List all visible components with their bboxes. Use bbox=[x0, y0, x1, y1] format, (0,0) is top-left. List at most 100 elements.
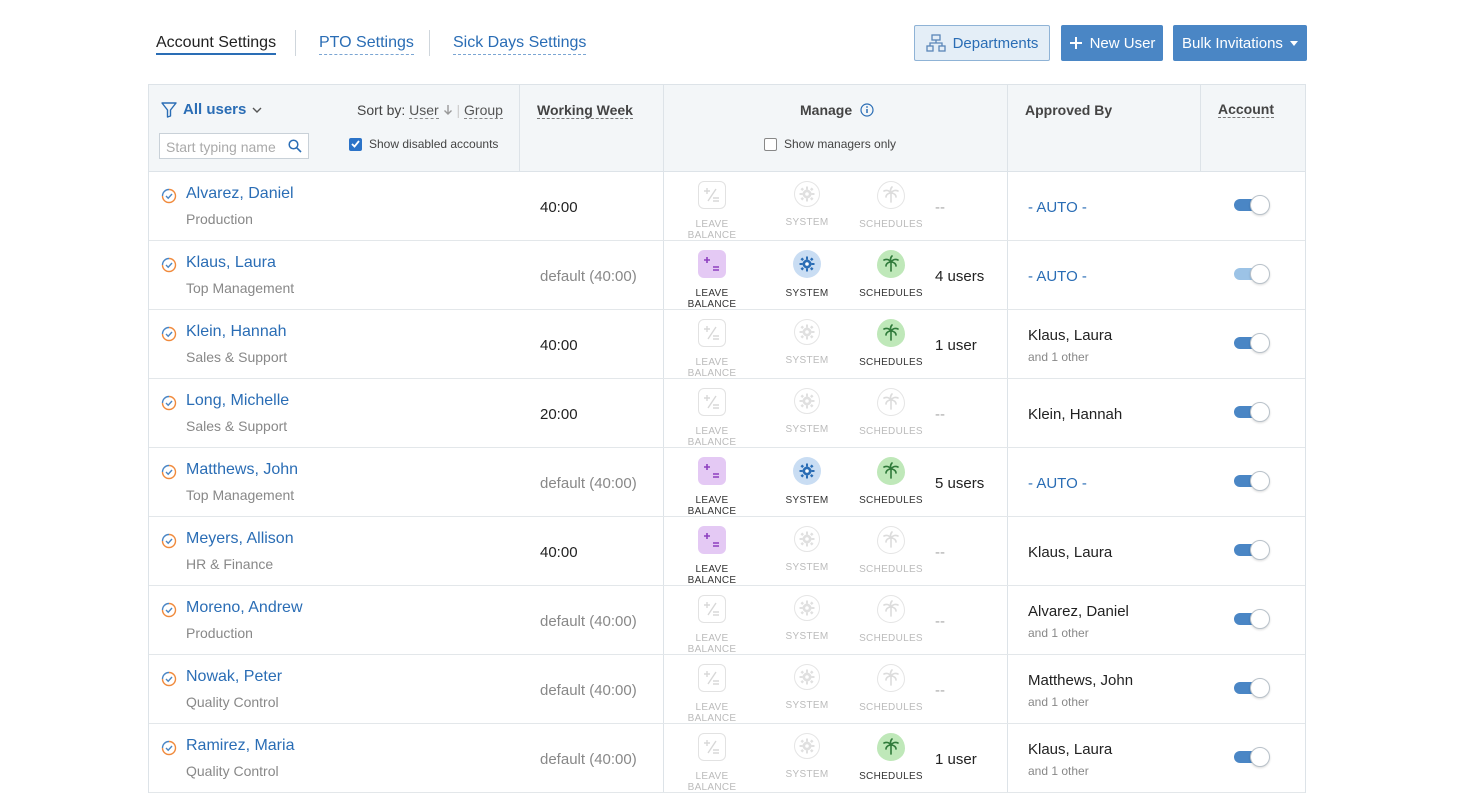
system-permission[interactable]: SYSTEM bbox=[765, 595, 849, 642]
tab-pto-settings[interactable]: PTO Settings bbox=[319, 33, 414, 55]
info-icon[interactable] bbox=[860, 103, 874, 117]
managed-users-count[interactable]: 5 users bbox=[935, 475, 985, 492]
account-toggle[interactable] bbox=[1234, 747, 1270, 767]
departments-button[interactable]: Departments bbox=[914, 25, 1050, 61]
leave-balance-permission[interactable]: LEAVE BALANCE bbox=[670, 181, 754, 241]
sort-by-user[interactable]: User bbox=[409, 102, 439, 119]
leave-balance-label: LEAVE BALANCE bbox=[687, 288, 737, 310]
show-managers-only[interactable]: Show managers only bbox=[764, 137, 896, 151]
approved-by-more[interactable]: and 1 other bbox=[1028, 350, 1089, 364]
approved-by-more[interactable]: and 1 other bbox=[1028, 764, 1089, 778]
approved-by-more[interactable]: and 1 other bbox=[1028, 695, 1089, 709]
user-name-link[interactable]: Moreno, Andrew bbox=[186, 599, 303, 616]
schedules-permission[interactable]: SCHEDULES bbox=[849, 664, 933, 713]
leave-balance-icon bbox=[698, 526, 726, 554]
system-permission[interactable]: SYSTEM bbox=[765, 457, 849, 506]
column-divider bbox=[663, 379, 664, 447]
approved-by-value[interactable]: Klein, Hannah bbox=[1028, 406, 1123, 423]
account-toggle[interactable] bbox=[1234, 471, 1270, 491]
schedules-permission[interactable]: SCHEDULES bbox=[849, 388, 933, 437]
manage-label: Manage bbox=[800, 102, 853, 118]
account-toggle[interactable] bbox=[1234, 402, 1270, 422]
working-week-value[interactable]: 20:00 bbox=[540, 406, 578, 423]
tab-divider bbox=[295, 30, 296, 56]
bulk-invitations-button[interactable]: Bulk Invitations bbox=[1173, 25, 1307, 61]
account-toggle[interactable] bbox=[1234, 678, 1270, 698]
tab-sick-days-settings[interactable]: Sick Days Settings bbox=[453, 33, 587, 55]
tab-account-settings[interactable]: Account Settings bbox=[156, 33, 277, 55]
leave-balance-permission[interactable]: LEAVE BALANCE bbox=[670, 457, 754, 517]
column-divider bbox=[663, 586, 664, 654]
account-toggle[interactable] bbox=[1234, 540, 1270, 560]
working-week-value[interactable]: 40:00 bbox=[540, 337, 578, 354]
leave-balance-permission[interactable]: LEAVE BALANCE bbox=[670, 319, 754, 379]
system-permission[interactable]: SYSTEM bbox=[765, 319, 849, 366]
user-name-link[interactable]: Meyers, Allison bbox=[186, 530, 294, 547]
schedules-permission[interactable]: SCHEDULES bbox=[849, 733, 933, 782]
user-name-link[interactable]: Nowak, Peter bbox=[186, 668, 283, 685]
search-input[interactable]: Start typing name bbox=[159, 133, 309, 159]
working-week-value[interactable]: default (40:00) bbox=[540, 268, 637, 285]
working-week-value[interactable]: 40:00 bbox=[540, 199, 578, 216]
account-toggle[interactable] bbox=[1234, 195, 1270, 215]
table-row: Ramirez, Maria Quality Control default (40… bbox=[149, 724, 1305, 793]
leave-balance-permission[interactable]: LEAVE BALANCE bbox=[670, 664, 754, 724]
schedules-permission[interactable]: SCHEDULES bbox=[849, 595, 933, 644]
approved-by-value[interactable]: Alvarez, Daniel bbox=[1028, 603, 1129, 620]
tab-divider bbox=[429, 30, 430, 56]
system-permission[interactable]: SYSTEM bbox=[765, 526, 849, 573]
approved-by-value[interactable]: Klaus, Laura bbox=[1028, 544, 1113, 561]
approved-by-value[interactable]: - AUTO - bbox=[1028, 199, 1087, 216]
approved-by-value[interactable]: - AUTO - bbox=[1028, 475, 1087, 492]
user-name-link[interactable]: Ramirez, Maria bbox=[186, 737, 295, 754]
working-week-value[interactable]: default (40:00) bbox=[540, 682, 637, 699]
approved-by-value[interactable]: - AUTO - bbox=[1028, 268, 1087, 285]
user-name-link[interactable]: Matthews, John bbox=[186, 461, 299, 478]
working-week-value[interactable]: default (40:00) bbox=[540, 613, 637, 630]
user-name-link[interactable]: Alvarez, Daniel bbox=[186, 185, 294, 202]
schedules-permission[interactable]: SCHEDULES bbox=[849, 457, 933, 506]
working-week-value[interactable]: default (40:00) bbox=[540, 475, 637, 492]
show-disabled-checkbox[interactable] bbox=[349, 137, 362, 151]
leave-balance-permission[interactable]: LEAVE BALANCE bbox=[670, 733, 754, 793]
system-permission[interactable]: SYSTEM bbox=[765, 733, 849, 780]
schedules-permission[interactable]: SCHEDULES bbox=[849, 319, 933, 368]
approved-by-value[interactable]: Klaus, Laura bbox=[1028, 741, 1113, 758]
user-name-link[interactable]: Klein, Hannah bbox=[186, 323, 287, 340]
leave-balance-permission[interactable]: LEAVE BALANCE bbox=[670, 250, 754, 310]
approved-by-more[interactable]: and 1 other bbox=[1028, 626, 1089, 640]
account-toggle[interactable] bbox=[1234, 333, 1270, 353]
managed-users-count[interactable]: 4 users bbox=[935, 268, 985, 285]
managed-users-count: -- bbox=[935, 613, 945, 630]
approved-by-value[interactable]: Matthews, John bbox=[1028, 672, 1134, 689]
new-user-button[interactable]: New User bbox=[1061, 25, 1163, 61]
all-users-filter[interactable]: All users bbox=[161, 101, 262, 118]
user-name-link[interactable]: Long, Michelle bbox=[186, 392, 290, 409]
approved-by-value[interactable]: Klaus, Laura bbox=[1028, 327, 1113, 344]
system-permission[interactable]: SYSTEM bbox=[765, 388, 849, 435]
leave-balance-permission[interactable]: LEAVE BALANCE bbox=[670, 388, 754, 448]
working-week-header[interactable]: Working Week bbox=[537, 102, 633, 119]
account-header[interactable]: Account bbox=[1218, 101, 1274, 118]
toggle-knob bbox=[1250, 747, 1270, 767]
show-disabled-accounts[interactable]: Show disabled accounts bbox=[349, 137, 498, 151]
system-permission[interactable]: SYSTEM bbox=[765, 664, 849, 711]
search-icon[interactable] bbox=[288, 139, 302, 153]
leave-balance-permission[interactable]: LEAVE BALANCE bbox=[670, 526, 754, 586]
account-toggle[interactable] bbox=[1234, 264, 1270, 284]
system-permission[interactable]: SYSTEM bbox=[765, 181, 849, 228]
managed-users-count[interactable]: 1 user bbox=[935, 337, 977, 354]
show-managers-checkbox[interactable] bbox=[764, 137, 777, 151]
leave-balance-permission[interactable]: LEAVE BALANCE bbox=[670, 595, 754, 655]
user-name-link[interactable]: Klaus, Laura bbox=[186, 254, 276, 271]
managed-users-count[interactable]: 1 user bbox=[935, 751, 977, 768]
sort-by-group[interactable]: Group bbox=[464, 102, 503, 119]
working-week-value[interactable]: default (40:00) bbox=[540, 751, 637, 768]
schedules-permission[interactable]: SCHEDULES bbox=[849, 181, 933, 230]
system-permission[interactable]: SYSTEM bbox=[765, 250, 849, 299]
toggle-knob bbox=[1250, 402, 1270, 422]
working-week-value[interactable]: 40:00 bbox=[540, 544, 578, 561]
schedules-permission[interactable]: SCHEDULES bbox=[849, 526, 933, 575]
schedules-permission[interactable]: SCHEDULES bbox=[849, 250, 933, 299]
account-toggle[interactable] bbox=[1234, 609, 1270, 629]
